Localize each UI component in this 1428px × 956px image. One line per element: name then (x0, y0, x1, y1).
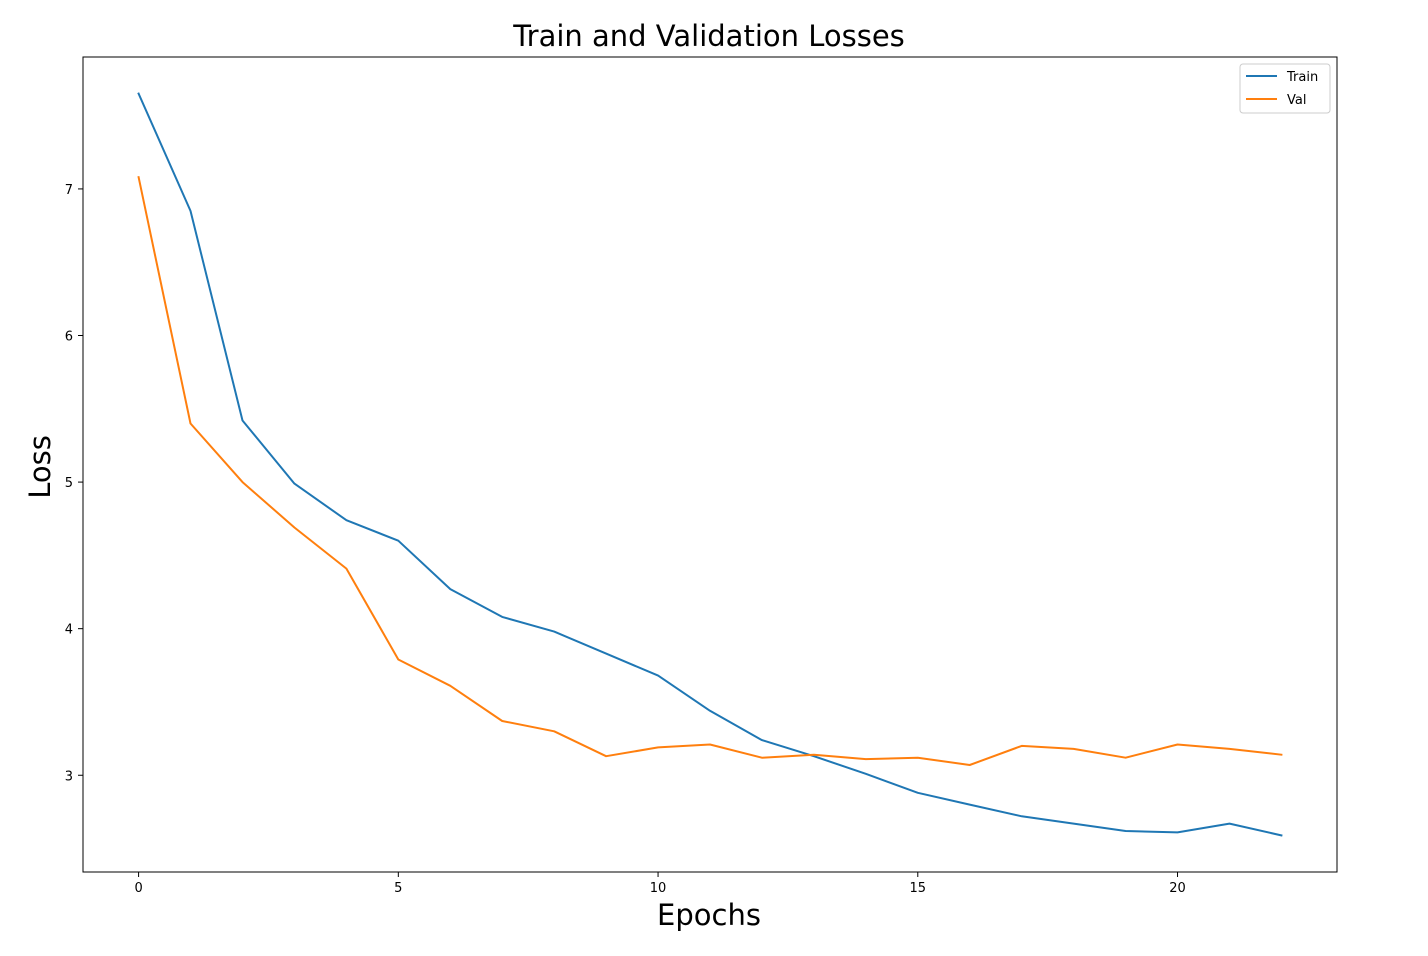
legend: Train Val (1239, 63, 1331, 114)
series-line-val (137, 176, 1283, 766)
x-tick-label: 10 (650, 881, 667, 896)
y-tick-label: 4 (65, 623, 73, 638)
y-tick-label: 5 (65, 476, 73, 491)
y-tick-label: 7 (65, 183, 73, 198)
legend-label-val: Val (1287, 93, 1306, 108)
legend-label-train: Train (1286, 70, 1318, 85)
plot-area (137, 92, 1283, 837)
x-tick-label: 0 (134, 881, 142, 896)
chart-title: Train and Validation Losses (512, 19, 905, 53)
y-axis: 3 4 5 6 7 (65, 183, 83, 784)
series-line-train (137, 92, 1283, 837)
plot-frame (82, 56, 1338, 873)
y-axis-label: Loss (23, 435, 57, 499)
y-tick-label: 3 (65, 769, 73, 784)
x-axis: 0 5 10 15 20 (134, 872, 1186, 896)
x-tick-label: 20 (1169, 881, 1186, 896)
x-axis-label: Epochs (657, 898, 761, 932)
y-tick-label: 6 (65, 330, 73, 345)
x-tick-label: 5 (394, 881, 402, 896)
x-tick-label: 15 (910, 881, 927, 896)
